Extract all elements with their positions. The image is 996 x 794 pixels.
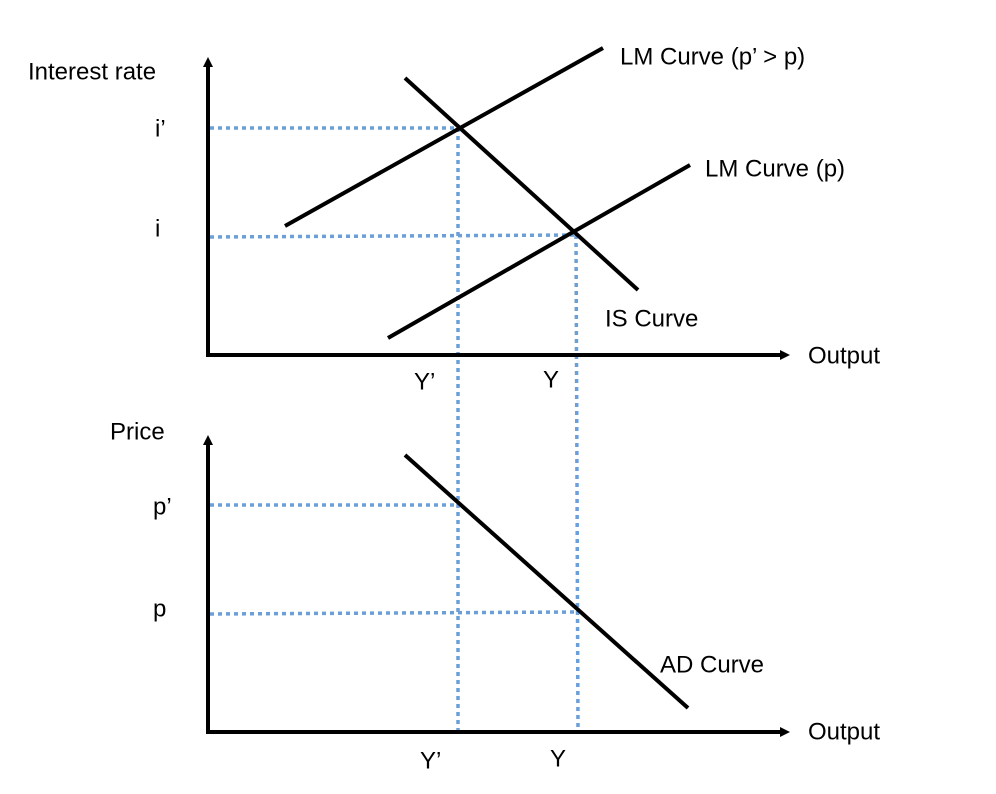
x-label: Y bbox=[550, 745, 566, 772]
y-label: p’ bbox=[153, 493, 172, 520]
axes bbox=[203, 57, 790, 737]
x-label: Y’ bbox=[414, 368, 435, 395]
curve-label: LM Curve (p) bbox=[705, 155, 845, 182]
x-axis-label: Output bbox=[808, 718, 880, 745]
curve-label: LM Curve (p’ > p) bbox=[620, 43, 805, 70]
y-label: i bbox=[155, 215, 160, 242]
y-label: p bbox=[153, 595, 166, 622]
y-axis-label: Interest rate bbox=[28, 58, 156, 85]
x-label: Y bbox=[543, 366, 559, 393]
curves bbox=[284, 46, 691, 710]
guides bbox=[209, 126, 580, 733]
x-axis-label: Output bbox=[808, 342, 880, 369]
curve-label: AD Curve bbox=[660, 651, 764, 678]
curve-label: IS Curve bbox=[605, 305, 698, 332]
x-label: Y’ bbox=[420, 747, 441, 774]
y-axis-label: Price bbox=[110, 418, 165, 445]
y-label: i’ bbox=[155, 115, 166, 142]
